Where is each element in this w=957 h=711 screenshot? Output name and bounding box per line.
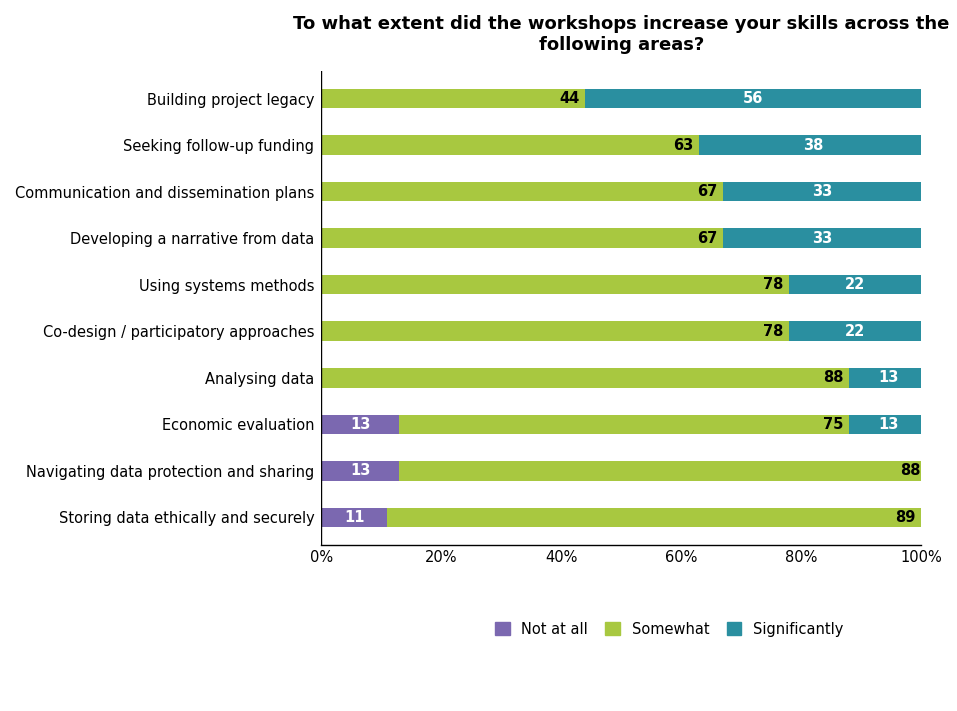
Text: 56: 56 (743, 91, 764, 106)
Bar (723, 182, 922, 201)
Title: To what extent did the workshops increase your skills across the
following areas: To what extent did the workshops increas… (293, 15, 949, 54)
Text: 75: 75 (823, 417, 843, 432)
Bar (700, 135, 927, 155)
Text: 89: 89 (895, 510, 915, 525)
Bar (322, 182, 723, 201)
Bar (322, 135, 700, 155)
Bar (322, 228, 723, 248)
Text: 13: 13 (350, 464, 370, 479)
Text: 33: 33 (812, 230, 833, 246)
Text: 11: 11 (345, 510, 365, 525)
Bar (399, 461, 927, 481)
Text: 13: 13 (878, 417, 899, 432)
Bar (322, 368, 849, 387)
Text: 22: 22 (845, 324, 865, 338)
Bar (723, 228, 922, 248)
Text: 67: 67 (697, 230, 717, 246)
Bar (849, 415, 927, 434)
Bar (790, 275, 922, 294)
Text: 13: 13 (878, 370, 899, 385)
Bar (388, 508, 922, 527)
Bar (399, 415, 849, 434)
Bar (322, 275, 790, 294)
Bar (849, 368, 927, 387)
Text: 67: 67 (697, 184, 717, 199)
Bar (322, 321, 790, 341)
Text: 33: 33 (812, 184, 833, 199)
Text: 63: 63 (673, 138, 693, 153)
Text: 78: 78 (763, 324, 783, 338)
Bar (322, 89, 586, 108)
Text: 13: 13 (350, 417, 370, 432)
Text: 22: 22 (845, 277, 865, 292)
Text: 38: 38 (803, 138, 823, 153)
Text: 88: 88 (901, 464, 922, 479)
Bar (322, 508, 388, 527)
Text: 88: 88 (823, 370, 843, 385)
Legend: Not at all, Somewhat, Significantly: Not at all, Somewhat, Significantly (488, 614, 851, 644)
Bar (322, 461, 399, 481)
Bar (790, 321, 922, 341)
Bar (586, 89, 922, 108)
Text: 78: 78 (763, 277, 783, 292)
Bar (322, 415, 399, 434)
Text: 44: 44 (559, 91, 579, 106)
